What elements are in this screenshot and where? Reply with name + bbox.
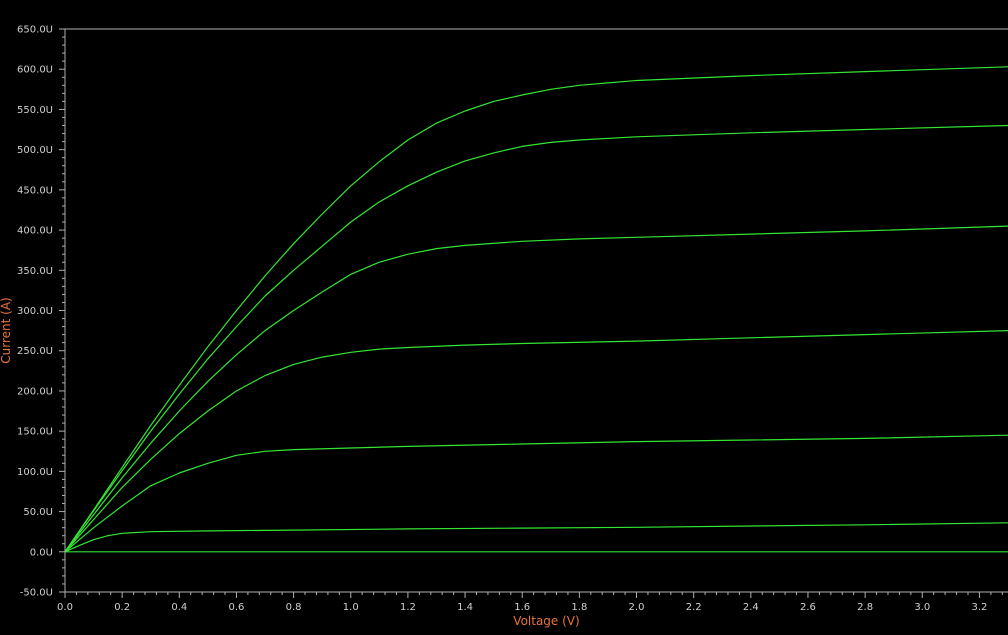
series-line-6 <box>64 66 1008 553</box>
x-tick-label: 1.8 <box>571 602 587 613</box>
x-tick-label: 1.6 <box>514 602 530 613</box>
x-tick-label: 0.8 <box>286 602 302 613</box>
y-tick-label: 300.0U <box>17 306 53 317</box>
y-tick-label: 650.0U <box>17 25 53 36</box>
y-tick-label: 350.0U <box>17 266 53 277</box>
y-tick-label: 550.0U <box>17 105 53 116</box>
y-tick-label: 100.0U <box>17 467 53 478</box>
series-line-5 <box>64 124 1008 553</box>
x-tick-label: 3.0 <box>914 602 930 613</box>
x-tick-label: 1.4 <box>457 602 473 613</box>
series-layer <box>64 66 1008 553</box>
x-tick-label: 2.6 <box>800 602 816 613</box>
x-tick-label: 2.8 <box>857 602 873 613</box>
y-tick-label: 400.0U <box>17 226 53 237</box>
x-tick-label: 1.2 <box>400 602 416 613</box>
x-tick-label: 2.2 <box>686 602 702 613</box>
x-axis-title: Voltage (V) <box>513 614 579 628</box>
series-line-1 <box>64 522 1008 553</box>
x-tick-label: 0.2 <box>114 602 130 613</box>
y-tick-label: 50.0U <box>23 507 53 518</box>
y-tick-label: 600.0U <box>17 65 53 76</box>
series-line-4 <box>64 225 1008 553</box>
y-tick-label: -50.0U <box>20 588 53 599</box>
x-tick-label: 1.0 <box>343 602 359 613</box>
y-tick-label: 500.0U <box>17 145 53 156</box>
y-tick-label: 250.0U <box>17 346 53 357</box>
series-line-3 <box>64 330 1008 553</box>
y-tick-label: 0.0U <box>30 547 53 558</box>
y-tick-label: 450.0U <box>17 185 53 196</box>
x-tick-label: 3.2 <box>971 602 987 613</box>
y-tick-label: 150.0U <box>17 427 53 438</box>
axes-layer: -50.0U 0.0U 50.0U 100.0U 150.0U 200.0U 250.0U 3… <box>17 25 1008 613</box>
y-axis-title: Current (A) <box>0 297 13 363</box>
x-tick-label: 0.0 <box>57 602 73 613</box>
x-tick-label: 2.0 <box>629 602 645 613</box>
series-line-2 <box>64 434 1008 553</box>
x-tick-label: 2.4 <box>743 602 759 613</box>
y-tick-label: 200.0U <box>17 386 53 397</box>
x-tick-label: 0.6 <box>229 602 245 613</box>
x-tick-label: 0.4 <box>171 602 187 613</box>
